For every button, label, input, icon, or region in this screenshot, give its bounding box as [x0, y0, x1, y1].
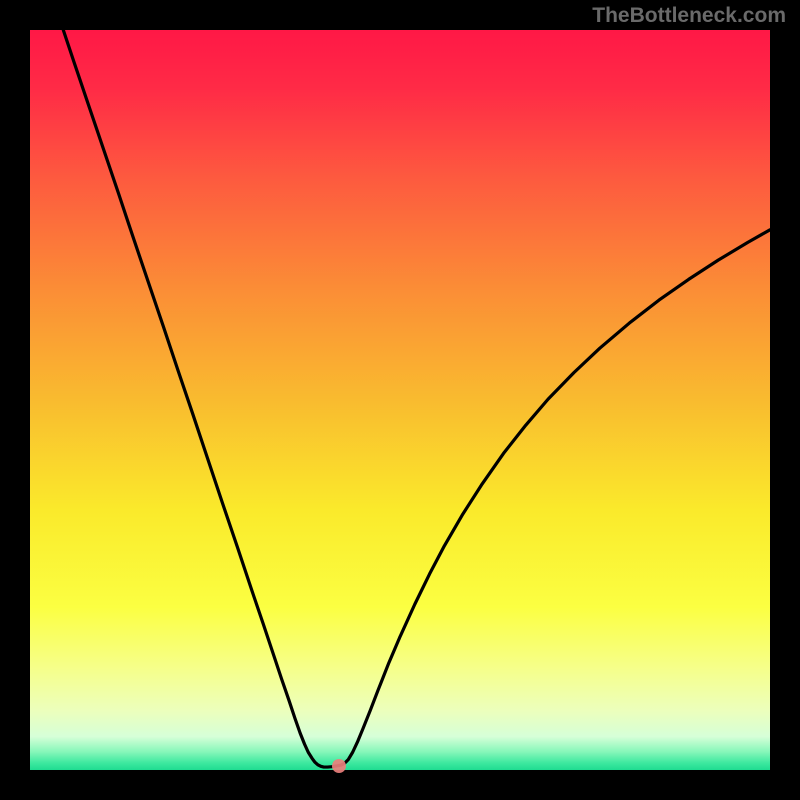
watermark-text: TheBottleneck.com [592, 4, 786, 28]
optimum-marker [332, 759, 346, 773]
chart-frame: TheBottleneck.com [0, 0, 800, 800]
curve-path [63, 30, 770, 767]
plot-area [30, 30, 770, 770]
bottleneck-curve [30, 30, 770, 770]
